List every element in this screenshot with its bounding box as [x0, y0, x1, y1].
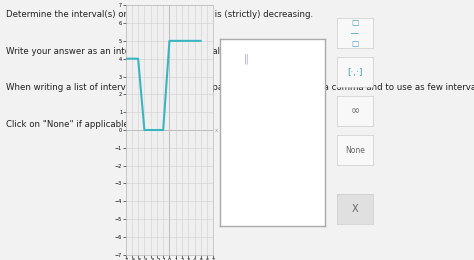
Text: □
―
□: □ ― □ [351, 18, 359, 48]
Text: ∞: ∞ [351, 106, 360, 116]
Text: X: X [352, 204, 358, 214]
Text: Click on "None" if applicable.: Click on "None" if applicable. [6, 120, 131, 129]
Text: None: None [346, 146, 365, 155]
Text: Determine the interval(s) on which the function is (strictly) decreasing.: Determine the interval(s) on which the f… [6, 10, 313, 20]
Text: x: x [215, 127, 219, 133]
Text: Write your answer as an interval or list of intervals.: Write your answer as an interval or list… [6, 47, 227, 56]
Text: When writing a list of intervals, make sure to separate each interval with a com: When writing a list of intervals, make s… [6, 83, 474, 92]
Text: [·,·]: [·,·] [347, 68, 363, 77]
Text: ‖: ‖ [244, 54, 249, 64]
